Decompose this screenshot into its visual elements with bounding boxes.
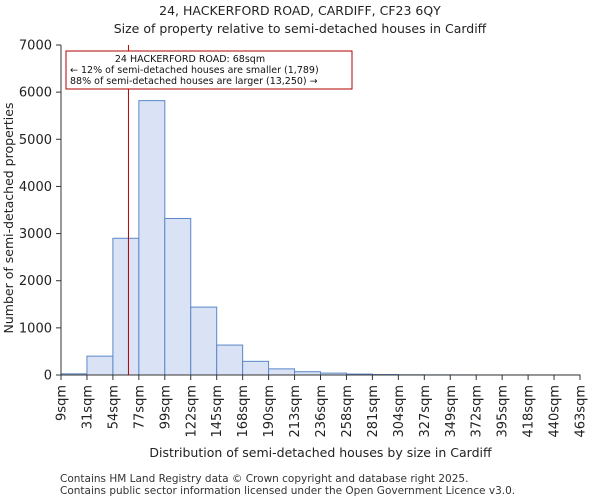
x-tick-label: 213sqm	[288, 385, 303, 438]
y-tick-label: 7000	[19, 39, 52, 54]
x-tick-label: 281sqm	[366, 385, 381, 438]
annotation-smaller: ← 12% of semi-detached houses are smalle…	[70, 65, 319, 76]
histogram-bar	[216, 344, 244, 376]
x-tick-label: 258sqm	[340, 385, 355, 438]
x-tick-label: 145sqm	[210, 385, 225, 438]
y-tick-label: 4000	[19, 180, 52, 195]
x-tick-label: 190sqm	[262, 385, 277, 438]
x-tick-label: 304sqm	[392, 385, 407, 438]
x-tick-label: 327sqm	[418, 385, 433, 438]
x-tick-label: 9sqm	[55, 385, 70, 421]
y-tick-label: 3000	[19, 227, 52, 242]
x-tick-label: 349sqm	[444, 385, 459, 438]
chart-title: 24, HACKERFORD ROAD, CARDIFF, CF23 6QY	[159, 3, 441, 18]
annotation-larger: 88% of semi-detached houses are larger (…	[70, 76, 318, 87]
histogram-bar	[164, 217, 192, 376]
x-tick-label: 418sqm	[522, 385, 537, 438]
x-tick-label: 77sqm	[132, 385, 147, 429]
x-tick-label: 168sqm	[236, 385, 251, 438]
chart-subtitle: Size of property relative to semi-detach…	[113, 21, 487, 36]
x-tick-label: 372sqm	[470, 385, 485, 438]
y-tick-label: 6000	[19, 86, 52, 101]
y-tick-label: 0	[44, 369, 52, 384]
annotation-box	[65, 50, 353, 90]
x-tick-label: 31sqm	[80, 385, 95, 429]
y-tick-label: 5000	[19, 133, 52, 148]
histogram-bar	[86, 355, 114, 376]
footer-line-2: Contains public sector information licen…	[60, 485, 516, 497]
y-axis-title: Number of semi-detached properties	[1, 103, 16, 334]
x-tick-label: 236sqm	[314, 385, 329, 438]
y-tick-label: 2000	[19, 274, 52, 289]
histogram-bar	[112, 237, 140, 376]
histogram-bar	[242, 360, 270, 376]
x-tick-label: 395sqm	[496, 385, 511, 438]
histogram-bar	[138, 100, 166, 376]
x-tick-label: 99sqm	[158, 385, 173, 429]
x-axis-title: Distribution of semi-detached houses by …	[149, 445, 492, 460]
y-tick-label: 1000	[19, 321, 52, 336]
annotation-title: 24 HACKERFORD ROAD: 68sqm	[115, 54, 265, 65]
x-tick-label: 440sqm	[548, 385, 563, 438]
histogram-bar	[268, 368, 296, 376]
x-tick-label: 54sqm	[106, 385, 121, 429]
x-tick-label: 122sqm	[184, 385, 199, 438]
histogram-bar	[190, 306, 218, 376]
footer-line-1: Contains HM Land Registry data © Crown c…	[60, 473, 469, 485]
x-tick-label: 463sqm	[574, 385, 589, 438]
